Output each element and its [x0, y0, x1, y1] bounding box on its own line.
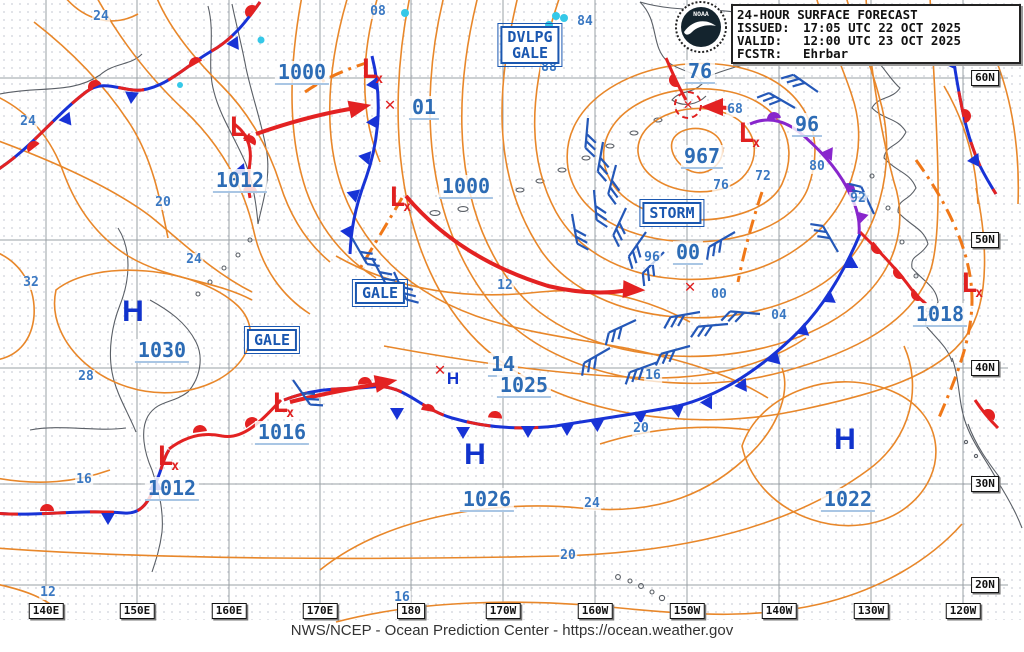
warm-front [973, 399, 1000, 430]
cold-front [677, 233, 862, 413]
cold-front [339, 55, 380, 255]
graticule-stipple [0, 0, 1024, 620]
coastlines [0, 1, 1023, 602]
valid-value: 12:00 UTC 23 OCT 2025 [803, 33, 962, 48]
trough-lines [304, 61, 974, 421]
fronts [0, 1, 1000, 525]
warm-front [858, 230, 928, 306]
warm-front [664, 57, 688, 101]
forecaster-label: FCSTR: [737, 46, 783, 61]
graticule-lines [0, 0, 1008, 620]
issued-label: ISSUED: [737, 20, 790, 35]
forecaster-value: Ehrbar [803, 46, 849, 61]
valid-label: VALID: [737, 33, 783, 48]
issued-value: 17:05 UTC 22 OCT 2025 [803, 20, 962, 35]
header-title: 24-HOUR SURFACE FORECAST [737, 7, 918, 22]
credit-caption: NWS/NCEP - Ocean Prediction Center - htt… [290, 622, 734, 639]
wind-barbs [291, 69, 876, 413]
header-issued-row: ISSUED: 17:05 UTC 22 OCT 2025 [737, 21, 1015, 34]
occluded-front [749, 110, 871, 235]
header-valid-row: VALID: 12:00 UTC 23 OCT 2025 [737, 34, 1015, 47]
movement-arrows [255, 98, 729, 404]
stationary-front [283, 376, 686, 439]
stationary-front [0, 449, 171, 525]
isobars [0, 0, 1020, 623]
warm-front [168, 398, 283, 451]
noaa-logo: NOAA [675, 1, 727, 53]
noaa-logo-text: NOAA [693, 10, 709, 18]
header-fcstr-row: FCSTR: Ehrbar [737, 47, 1015, 60]
stationary-front [0, 1, 262, 170]
stationary-front [941, 39, 998, 195]
forecast-header-box: 24-HOUR SURFACE FORECAST ISSUED: 17:05 U… [731, 4, 1021, 64]
